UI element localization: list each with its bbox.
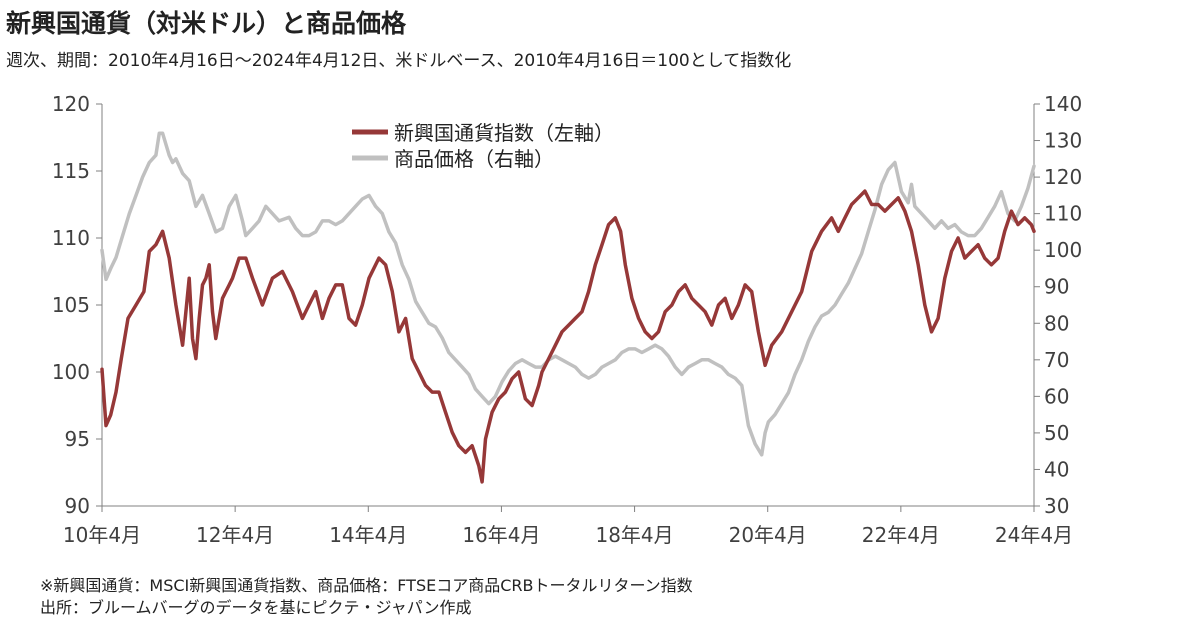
chart-legend: 新興国通貨指数（左軸）商品価格（右軸）: [352, 121, 614, 171]
right-tick-label: 80: [1044, 311, 1069, 335]
x-tick-label: 14年4月: [329, 523, 407, 547]
legend-label: 新興国通貨指数（左軸）: [394, 121, 614, 145]
chart-subtitle: 週次、期間：2010年4月16日～2024年4月12日、米ドルベース、2010年…: [6, 51, 792, 71]
right-tick-label: 130: [1044, 129, 1082, 153]
left-tick-label: 95: [65, 427, 90, 451]
right-tick-label: 70: [1044, 348, 1069, 372]
legend-label: 商品価格（右軸）: [394, 147, 554, 171]
right-tick-label: 110: [1044, 202, 1082, 226]
x-tick-label: 10年4月: [63, 523, 141, 547]
right-tick-label: 100: [1044, 238, 1082, 262]
right-tick-label: 120: [1044, 165, 1082, 189]
right-tick-label: 40: [1044, 457, 1069, 481]
x-tick-label: 12年4月: [196, 523, 274, 547]
right-tick-label: 30: [1044, 494, 1069, 518]
footnote-source-definition: ※新興国通貨：MSCI新興国通貨指数、商品価格：FTSEコア商品CRBトータルリ…: [40, 576, 693, 595]
x-tick-label: 18年4月: [595, 523, 673, 547]
left-tick-label: 110: [52, 226, 90, 250]
chart-title: 新興国通貨（対米ドル）と商品価格: [6, 9, 407, 38]
x-tick-label: 20年4月: [729, 523, 807, 547]
left-tick-label: 100: [52, 360, 90, 384]
x-tick-label: 22年4月: [862, 523, 940, 547]
x-tick-label: 24年4月: [995, 523, 1073, 547]
right-tick-label: 60: [1044, 384, 1069, 408]
x-tick-label: 16年4月: [462, 523, 540, 547]
right-tick-label: 50: [1044, 421, 1069, 445]
footnote-data-source: 出所：ブルームバーグのデータを基にピクテ・ジャパン作成: [40, 598, 472, 617]
right-tick-label: 140: [1044, 92, 1082, 116]
left-tick-label: 120: [52, 92, 90, 116]
left-tick-label: 105: [52, 293, 90, 317]
left-tick-label: 115: [52, 159, 90, 183]
right-tick-label: 90: [1044, 275, 1069, 299]
series-layer: [100, 131, 1036, 484]
left-tick-label: 90: [65, 494, 90, 518]
series-line-commodity: [100, 131, 1036, 457]
chart-axes: 90 95 100 105 110 115 120 30 40 50 60 70 80 90 100 110 1…: [52, 92, 1082, 547]
series-line-em-currency: [100, 189, 1036, 484]
